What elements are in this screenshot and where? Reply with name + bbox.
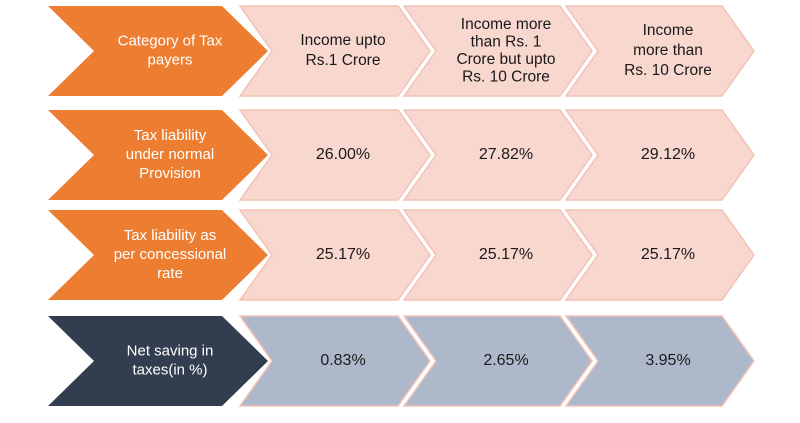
category-row-cell-2-text-line-3: Crore but upto <box>456 51 555 68</box>
net-saving-row-cell-3: 3.95% <box>564 315 755 407</box>
cell-chevron-shape <box>564 209 755 301</box>
net-saving-row-label-text-line-2: taxes(in %) <box>132 361 207 378</box>
normal-liability-row-label-text-line-2: under normal <box>126 146 214 163</box>
cell-chevron-shape <box>238 5 431 97</box>
normal-liability-row-label-text-line-1: Tax liability <box>134 127 207 144</box>
category-row-cell-1: Income upto Rs.1 Crore <box>238 5 431 97</box>
label-chevron-shape <box>48 6 268 96</box>
cell-chevron-shape <box>402 5 593 97</box>
normal-liability-row-cell-1: 26.00% <box>238 109 431 201</box>
cell-chevron-shape <box>564 5 755 97</box>
concessional-liability-row-cell-2-text-line-1: 25.17% <box>479 246 533 263</box>
normal-liability-row-cell-3: 29.12% <box>564 109 755 201</box>
category-row-label-text-line-2: payers <box>147 51 192 68</box>
net-saving-row-cell-2: 2.65% <box>402 315 593 407</box>
category-row-cell-2-text-line-4: Rs. 10 Crore <box>462 68 550 85</box>
cell-chevron-shape <box>238 315 431 407</box>
category-row-label: Category of Tax payers <box>48 6 268 96</box>
category-row-cell-2-text-line-1: Income more <box>461 16 551 33</box>
normal-liability-row-cell-2: 27.82% <box>402 109 593 201</box>
category-row-cell-2-text-line-2: than Rs. 1 <box>471 33 542 50</box>
net-saving-row-cell-1: 0.83% <box>238 315 431 407</box>
concessional-liability-row-label-text-line-3: rate <box>157 265 183 282</box>
net-saving-row-cell-2-text-line-1: 2.65% <box>483 352 528 369</box>
normal-liability-row-cell-2-text-line-1: 27.82% <box>479 146 533 163</box>
concessional-liability-row-cell-2: 25.17% <box>402 209 593 301</box>
category-row-cell-1-text-line-2: Rs.1 Crore <box>306 52 381 69</box>
concessional-liability-row-label-text-line-2: per concessional <box>114 246 227 263</box>
concessional-liability-row-cell-1-text-line-1: 25.17% <box>316 246 370 263</box>
cell-chevron-shape <box>238 209 431 301</box>
normal-liability-row-cell-3-text-line-1: 29.12% <box>641 146 695 163</box>
category-row-label-text-line-1: Category of Tax <box>118 32 223 49</box>
net-saving-row-cell-1-text-line-1: 0.83% <box>320 352 365 369</box>
concessional-liability-row-label: Tax liability as per concessional rate <box>48 210 268 300</box>
cell-chevron-shape <box>402 315 593 407</box>
category-row-cell-3-text-line-3: Rs. 10 Crore <box>624 62 712 79</box>
label-chevron-shape <box>48 210 268 300</box>
label-chevron-shape <box>48 316 268 406</box>
net-saving-row-cell-3-text-line-1: 3.95% <box>645 352 690 369</box>
label-chevron-shape <box>48 110 268 200</box>
normal-liability-row-label-text-line-3: Provision <box>139 165 201 182</box>
category-row-cell-3-text-line-1: Income <box>643 22 694 39</box>
category-row-cell-3: Income more than Rs. 10 Crore <box>564 5 755 97</box>
net-saving-row-label: Net saving in taxes(in %) <box>48 316 268 406</box>
concessional-liability-row-cell-3-text-line-1: 25.17% <box>641 246 695 263</box>
concessional-liability-row-cell-3: 25.17% <box>564 209 755 301</box>
cell-chevron-shape <box>564 109 755 201</box>
normal-liability-row: 29.12% 27.82% 26.00% Tax liability under nor… <box>48 109 755 201</box>
concessional-liability-row-cell-1: 25.17% <box>238 209 431 301</box>
cell-chevron-shape <box>238 109 431 201</box>
concessional-liability-row-label-text-line-1: Tax liability as <box>124 227 217 244</box>
category-row-cell-3-text-line-2: more than <box>633 42 703 59</box>
category-row-cell-1-text-line-1: Income upto <box>300 32 385 49</box>
normal-liability-row-cell-1-text-line-1: 26.00% <box>316 146 370 163</box>
normal-liability-row-label: Tax liability under normal Provision <box>48 110 268 200</box>
cell-chevron-shape <box>402 109 593 201</box>
net-saving-row-label-text-line-1: Net saving in <box>127 342 214 359</box>
concessional-liability-row: 25.17% 25.17% 25.17% Tax liability as per co… <box>48 209 755 301</box>
cell-chevron-shape <box>402 209 593 301</box>
net-saving-row: 3.95% 2.65% 0.83% Net saving in taxes(in %) <box>48 315 755 407</box>
cell-chevron-shape <box>564 315 755 407</box>
